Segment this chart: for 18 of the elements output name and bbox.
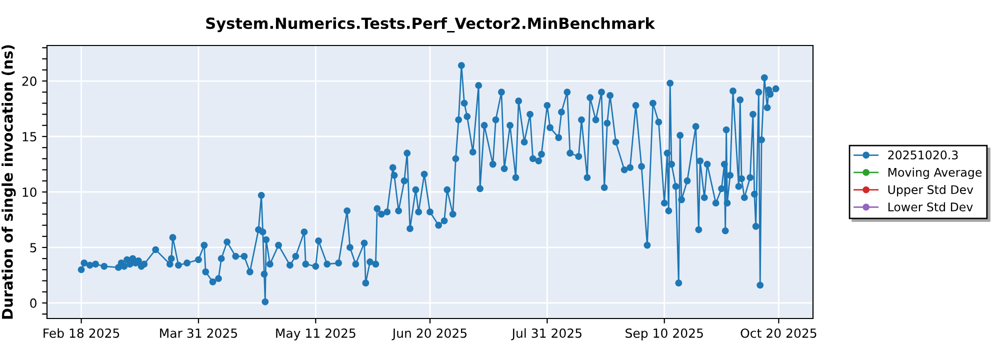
x-tick-label: Jun 20 2025 [392, 328, 467, 340]
x-tick-label: May 11 2025 [276, 328, 356, 340]
y-tick-label: 0 [30, 298, 36, 308]
legend-label: Moving Average [888, 168, 982, 180]
y-axis-title: Duration of single invocation (ns) [2, 45, 16, 319]
x-tick-label: Oct 20 2025 [740, 328, 816, 338]
legend-label: 20251020.3 [888, 150, 958, 160]
x-tick-label: Sep 10 2025 [626, 328, 703, 340]
x-tick-label: Feb 18 2025 [44, 328, 120, 338]
legend-label: Lower Std Dev [888, 202, 973, 212]
y-tick-label: 20 [22, 76, 36, 86]
x-tick-label: Jul 31 2025 [511, 328, 582, 340]
legend-label: Upper Std Dev [888, 184, 974, 196]
y-tick-label: 5 [30, 243, 36, 252]
chart-title: System.Numerics.Tests.Perf_Vector2.MinBenchmark [206, 17, 656, 32]
y-tick-label: 15 [22, 132, 36, 142]
x-tick-label: Mar 31 2025 [160, 328, 238, 338]
y-tick-label: 10 [22, 187, 36, 197]
